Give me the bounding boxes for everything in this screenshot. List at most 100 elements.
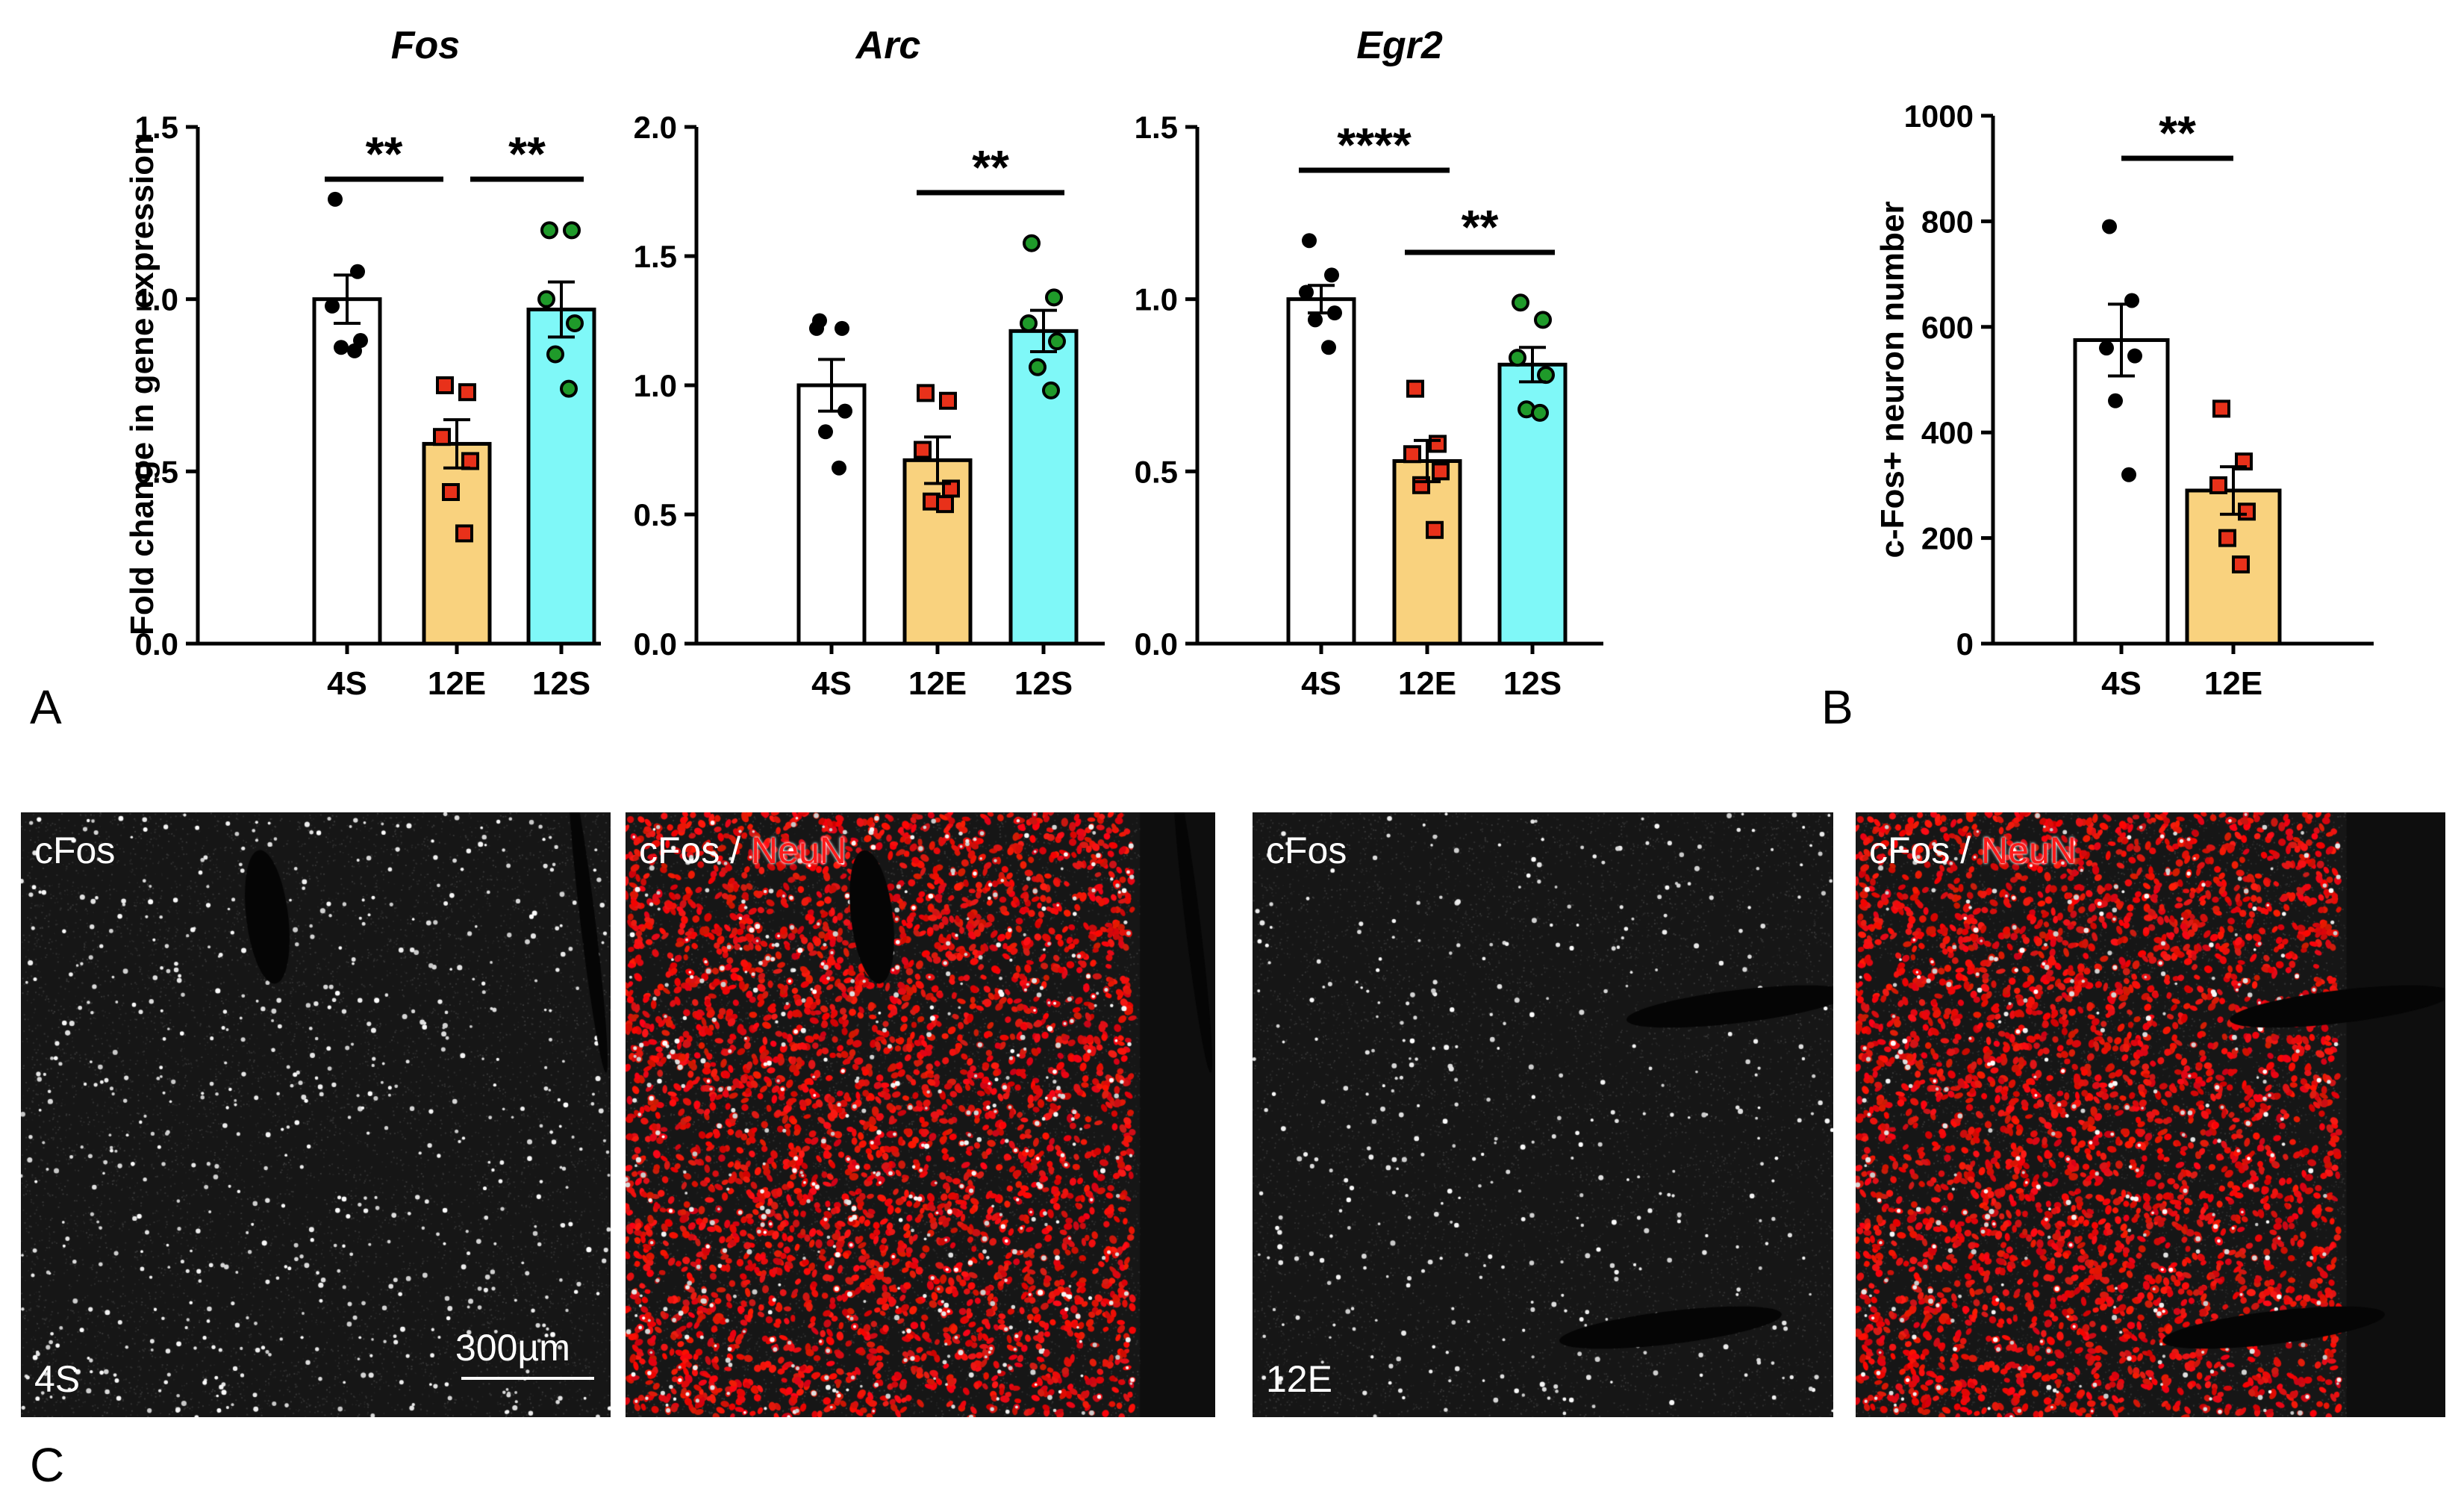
micrograph-cfos-neun-12e: cFos / NeuN: [1856, 812, 2445, 1417]
data-point: [1429, 435, 1447, 453]
significance-stars: **: [1462, 200, 1499, 254]
x-tick-label: 4S: [327, 665, 367, 702]
significance-stars: ****: [1337, 118, 1412, 172]
data-point: [546, 345, 564, 364]
data-point: [560, 379, 578, 398]
panel-letter-b: B: [1821, 680, 1853, 734]
data-point: [537, 290, 555, 308]
data-point: [1045, 288, 1063, 307]
data-point: [334, 340, 349, 355]
neun-label: NeuN: [751, 830, 846, 871]
data-point: [835, 320, 849, 336]
panel-letter-a: A: [30, 680, 62, 734]
x-tick-label: 12S: [1014, 665, 1073, 702]
micrograph-texture: [1253, 812, 1833, 1417]
y-axis-label: c-Fos+ neuron number: [1874, 202, 1911, 559]
data-point: [1512, 293, 1529, 312]
x-tick-label: 12E: [2204, 665, 2262, 702]
data-point: [458, 383, 476, 402]
data-point: [350, 264, 365, 279]
y-tick-label: 1.5: [634, 239, 677, 274]
micrograph-texture: [21, 812, 611, 1417]
significance-stars: **: [366, 127, 403, 181]
micrograph-texture: [626, 812, 1215, 1417]
data-point: [1029, 358, 1047, 376]
data-point: [2209, 476, 2227, 494]
data-point: [1531, 403, 1549, 422]
panel-letter-c: C: [30, 1438, 65, 1492]
data-point: [1537, 366, 1555, 385]
y-tick-label: 400: [1921, 415, 1974, 450]
data-point: [1308, 312, 1323, 328]
data-point: [461, 452, 479, 470]
x-tick-label: 4S: [811, 665, 852, 702]
bar-12s: [1008, 329, 1079, 646]
bar-12e: [422, 441, 492, 646]
data-point: [1406, 379, 1424, 398]
chart-title: Egr2: [1356, 24, 1443, 67]
y-tick-label: 1.5: [1135, 110, 1178, 145]
y-tick-label: 0.0: [634, 626, 677, 662]
data-point: [2124, 293, 2139, 308]
y-tick-label: 0.0: [1135, 626, 1178, 662]
y-tick-label: 1.0: [135, 282, 178, 317]
data-point: [442, 483, 460, 502]
significance-stars: **: [2159, 106, 2196, 160]
neun-label: NeuN: [1981, 830, 2077, 871]
bar-4s: [1286, 297, 1356, 646]
data-point: [1321, 340, 1336, 355]
y-tick-label: 2.0: [634, 110, 677, 145]
data-point: [917, 384, 935, 402]
data-point: [2212, 399, 2230, 418]
data-point: [914, 441, 932, 459]
data-point: [1403, 445, 1421, 464]
y-tick-label: 1.0: [634, 368, 677, 403]
significance-stars: **: [972, 140, 1009, 194]
data-point: [2218, 529, 2236, 547]
data-point: [2238, 503, 2256, 521]
data-point: [2232, 555, 2250, 573]
y-tick-label: 200: [1921, 521, 1974, 556]
data-point: [1302, 233, 1317, 249]
data-point: [1426, 520, 1444, 539]
micrograph-label: cFos: [1266, 830, 1347, 871]
data-point: [347, 343, 362, 358]
data-point: [1509, 349, 1526, 367]
y-tick-label: 1000: [1904, 99, 1974, 134]
data-point: [2099, 340, 2114, 356]
chart-arc: Arc 0.0 0.5 1.0 1.5 2.0 4S 12E 12S **: [634, 24, 1105, 702]
condition-label: 4S: [34, 1358, 81, 1400]
data-point: [2127, 348, 2142, 364]
data-point: [433, 428, 451, 447]
y-tick-label: 800: [1921, 204, 1974, 239]
micrograph-label: cFos: [34, 830, 116, 871]
data-point: [818, 424, 833, 440]
bar-4s: [2073, 337, 2170, 646]
micrograph-cfos-4s: cFos 4S 300µm: [21, 812, 611, 1417]
bar-12e: [902, 458, 973, 646]
x-tick-label: 12E: [428, 665, 486, 702]
data-point: [1042, 381, 1060, 399]
significance-stars: **: [508, 127, 546, 181]
data-point: [1324, 267, 1339, 283]
y-tick-label: 600: [1921, 310, 1974, 345]
y-tick-label: 1.5: [135, 110, 178, 145]
micrograph-cfos-neun-4s: cFos / NeuN: [626, 812, 1215, 1417]
data-point: [1048, 332, 1066, 351]
chart-title: Fos: [391, 24, 460, 67]
y-tick-label: 0: [1956, 626, 1974, 662]
y-tick-label: 0.0: [135, 626, 178, 662]
scale-bar-text: 300µm: [455, 1327, 570, 1369]
data-point: [328, 191, 343, 207]
data-point: [1299, 284, 1314, 300]
data-point: [832, 460, 846, 476]
micrograph-label: cFos / NeuN: [1869, 830, 2077, 871]
bar-12s: [526, 308, 596, 646]
y-axis-label: Fold change in gene expression: [124, 135, 160, 635]
condition-label: 12E: [1266, 1358, 1332, 1400]
data-point: [566, 314, 584, 332]
x-tick-label: 4S: [2101, 665, 2142, 702]
data-point: [1020, 314, 1038, 332]
